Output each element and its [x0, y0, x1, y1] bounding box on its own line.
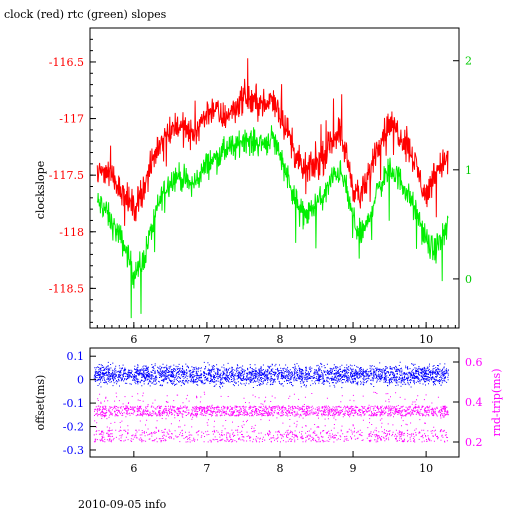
bottom-x-tick-label: 9 — [350, 462, 357, 475]
bottom-y-axis-label: offset(ms) — [34, 375, 47, 431]
footer-label: 2010-09-05 info — [78, 498, 167, 511]
bottom-plot: 0.1 0 -0.1 -0.2 -0.3 0.6 0.4 0.2 6 7 8 9 10 offset(ms… — [34, 347, 503, 475]
rtc-series-line — [96, 125, 449, 319]
bottom-y-tick-label: 0 — [77, 374, 84, 387]
top-y-axis-label: clockslope — [34, 161, 47, 219]
top-x-tick-label: 10 — [419, 333, 433, 346]
bottom-x-tick-label: 10 — [419, 462, 433, 475]
top-y-tick-label: -118 — [59, 226, 84, 239]
top-plot-frame — [89, 27, 460, 329]
top-y-tick-label: -117 — [59, 113, 84, 126]
bottom-y-tick-label: -0.3 — [63, 444, 84, 457]
top-y-tick-label: -116.5 — [49, 56, 84, 69]
bottom-x-tick-label: 8 — [276, 462, 283, 475]
bottom-y2-axis-label: rnd-trip(ms) — [490, 369, 503, 437]
clock-series-line — [96, 58, 449, 226]
bottom-y-tick-label: 0.1 — [67, 350, 85, 363]
top-x-tick-label: 7 — [203, 333, 210, 346]
top-y-tick-label: -117.5 — [49, 169, 84, 182]
rtt-points — [93, 391, 449, 443]
bottom-y2-tick-label: 0.2 — [465, 436, 483, 449]
bottom-y-tick-label: -0.2 — [63, 421, 84, 434]
chart-title: clock (red) rtc (green) slopes — [4, 8, 167, 21]
top-x-tick-label: 8 — [276, 333, 283, 346]
top-y-tick-label: -118.5 — [49, 282, 84, 295]
top-x-tick-label: 6 — [130, 333, 137, 346]
top-y2-tick-label: 2 — [465, 55, 472, 68]
top-y2-tick-label: 0 — [465, 273, 472, 286]
top-y2-tick-label: 1 — [465, 164, 472, 177]
bottom-y-tick-label: -0.1 — [63, 397, 84, 410]
bottom-y2-tick-label: 0.4 — [465, 396, 483, 409]
bottom-x-tick-label: 7 — [203, 462, 210, 475]
offset-points — [93, 361, 449, 389]
bottom-x-tick-label: 6 — [130, 462, 137, 475]
top-x-tick-label: 9 — [350, 333, 357, 346]
top-plot: -116.5 -117 -117.5 -118 -118.5 0 1 2 6 7 8 9 10 clock… — [34, 27, 472, 346]
bottom-y2-tick-label: 0.6 — [465, 356, 483, 369]
